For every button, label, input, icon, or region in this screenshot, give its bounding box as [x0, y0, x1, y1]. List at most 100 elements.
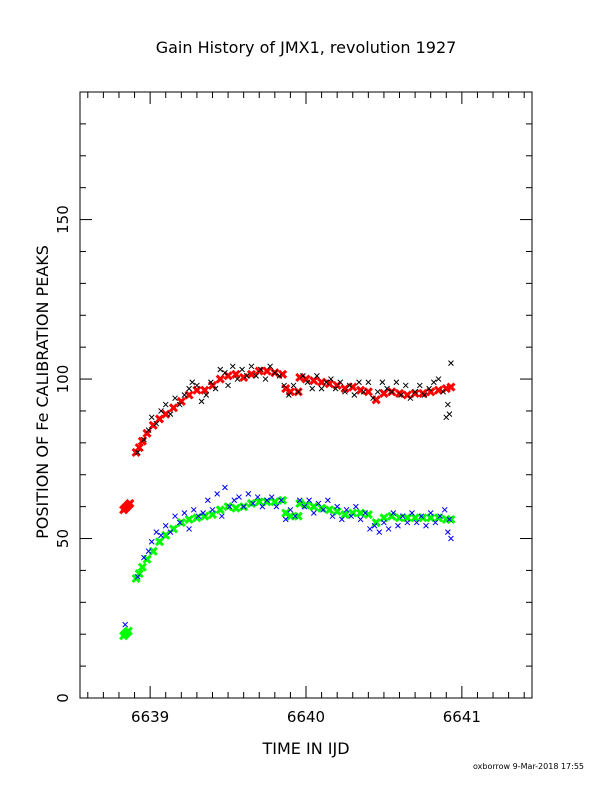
- data-point: [376, 529, 383, 536]
- data-point: [281, 382, 288, 389]
- data-point: [186, 526, 192, 532]
- data-point: [413, 519, 420, 526]
- data-point: [371, 522, 378, 529]
- data-point: [250, 500, 256, 507]
- data-point: [134, 443, 144, 453]
- data-point: [145, 427, 152, 433]
- data-point: [314, 373, 320, 379]
- y-tick-label: 100: [54, 365, 72, 394]
- data-point: [167, 411, 174, 417]
- data-point: [346, 382, 353, 389]
- series-3: [122, 484, 454, 628]
- data-point: [423, 522, 429, 529]
- data-point: [172, 513, 178, 520]
- data-point: [264, 497, 270, 504]
- data-point: [245, 491, 252, 497]
- data-point: [234, 376, 241, 382]
- series-0: [119, 366, 456, 515]
- data-point: [393, 379, 400, 386]
- data-point: [240, 503, 247, 510]
- data-point: [154, 537, 165, 547]
- data-point: [181, 510, 188, 516]
- data-point: [412, 388, 418, 395]
- data-point: [167, 529, 174, 536]
- data-point: [446, 516, 453, 523]
- data-point: [145, 548, 152, 555]
- data-point: [407, 395, 414, 402]
- data-point: [123, 626, 133, 636]
- data-point: [204, 497, 211, 504]
- data-point: [306, 497, 312, 504]
- data-point: [340, 384, 350, 394]
- y-tick-label: 150: [54, 205, 72, 234]
- data-point: [273, 503, 280, 510]
- data-point: [209, 506, 216, 513]
- data-point: [448, 360, 454, 366]
- data-point: [246, 498, 257, 509]
- data-point: [385, 526, 392, 532]
- data-point: [295, 498, 305, 509]
- data-point: [276, 373, 283, 379]
- data-point: [176, 401, 183, 408]
- data-point: [254, 497, 264, 507]
- data-point: [320, 506, 326, 513]
- data-point: [278, 497, 284, 504]
- data-point: [239, 366, 245, 373]
- data-point: [194, 382, 200, 389]
- data-point: [262, 376, 269, 382]
- data-point: [433, 385, 444, 395]
- data-point: [328, 376, 334, 382]
- data-point: [399, 513, 406, 520]
- data-point: [444, 529, 451, 536]
- data-point: [418, 513, 425, 520]
- data-point: [446, 411, 453, 417]
- data-point: [153, 420, 160, 427]
- data-point: [300, 373, 306, 379]
- data-point: [315, 500, 322, 507]
- data-point: [356, 379, 362, 386]
- data-point: [324, 505, 334, 515]
- data-point: [158, 532, 164, 539]
- data-point: [222, 484, 228, 491]
- data-point: [248, 363, 255, 370]
- data-point: [390, 510, 397, 516]
- plot-frame: [79, 91, 533, 699]
- data-point: [231, 497, 238, 504]
- data-point: [301, 503, 308, 510]
- data-point: [430, 379, 437, 386]
- data-point: [402, 382, 409, 389]
- data-point: [200, 385, 210, 395]
- data-point: [296, 497, 303, 504]
- data-point: [137, 562, 147, 572]
- data-point: [409, 510, 415, 516]
- data-point: [388, 388, 395, 395]
- data-point: [125, 498, 135, 509]
- data-point: [324, 497, 331, 504]
- y-tick-label: 0: [54, 693, 72, 703]
- data-point: [267, 363, 274, 370]
- data-point: [148, 414, 155, 421]
- data-point: [292, 513, 298, 520]
- data-point: [158, 408, 164, 414]
- data-point: [437, 513, 443, 520]
- data-point: [278, 495, 288, 505]
- data-point: [208, 379, 214, 386]
- data-point: [309, 385, 316, 392]
- x-tick-label: 6641: [443, 708, 481, 726]
- data-point: [184, 514, 194, 524]
- data-point: [432, 519, 439, 526]
- data-point: [367, 526, 373, 532]
- data-point: [162, 401, 169, 408]
- data-point: [200, 510, 206, 516]
- data-point: [153, 529, 160, 536]
- data-point: [218, 513, 225, 520]
- data-point: [446, 514, 456, 524]
- data-point: [343, 506, 350, 513]
- data-point: [351, 392, 358, 398]
- data-point: [122, 621, 129, 628]
- data-point: [304, 379, 311, 386]
- data-point: [309, 502, 319, 512]
- data-point: [427, 510, 434, 516]
- data-point: [398, 392, 404, 398]
- data-point: [215, 505, 225, 515]
